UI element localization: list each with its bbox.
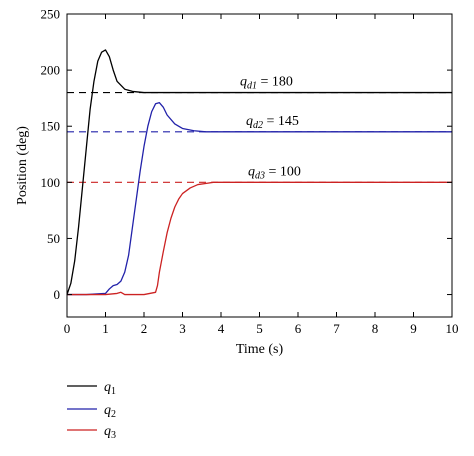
legend-label-q1: q1 bbox=[104, 380, 116, 397]
x-tick-label: 8 bbox=[372, 321, 379, 336]
x-tick-label: 3 bbox=[179, 321, 186, 336]
legend-label-q2: q2 bbox=[104, 403, 116, 420]
y-tick-label: 100 bbox=[41, 175, 61, 190]
y-tick-label: 150 bbox=[41, 119, 61, 134]
y-tick-label: 200 bbox=[41, 63, 61, 78]
series-lines bbox=[66, 49, 452, 296]
y-tick-label: 50 bbox=[47, 231, 60, 246]
x-tick-label: 4 bbox=[218, 321, 225, 336]
legend-label-q3: q3 bbox=[104, 424, 116, 441]
x-tick-label: 1 bbox=[102, 321, 109, 336]
x-tick-label: 5 bbox=[256, 321, 263, 336]
reference-annotation-2: qd2 = 145 bbox=[246, 114, 299, 131]
x-axis-title: Time (s) bbox=[236, 342, 284, 357]
reference-lines bbox=[67, 91, 452, 183]
x-tick-label: 2 bbox=[141, 321, 148, 336]
x-tick-label: 10 bbox=[446, 321, 459, 336]
series-line-q2 bbox=[67, 102, 452, 296]
reference-annotations: qd1 = 180 qd2 = 145 qd3 = 100 bbox=[240, 75, 301, 182]
x-tick-label: 0 bbox=[64, 321, 71, 336]
y-tick-label: 0 bbox=[54, 287, 61, 302]
x-tick-label: 9 bbox=[410, 321, 417, 336]
reference-annotation-1: qd1 = 180 bbox=[240, 75, 293, 92]
reference-annotation-3: qd3 = 100 bbox=[248, 164, 301, 181]
y-axis-title: Position (deg) bbox=[15, 126, 30, 205]
series-line-q1 bbox=[66, 49, 452, 295]
x-tick-label: 6 bbox=[295, 321, 302, 336]
legend: q1 q2 q3 bbox=[67, 380, 116, 441]
x-tick-label: 7 bbox=[333, 321, 340, 336]
y-tick-label: 250 bbox=[41, 7, 61, 22]
series-line-q3 bbox=[67, 181, 452, 296]
